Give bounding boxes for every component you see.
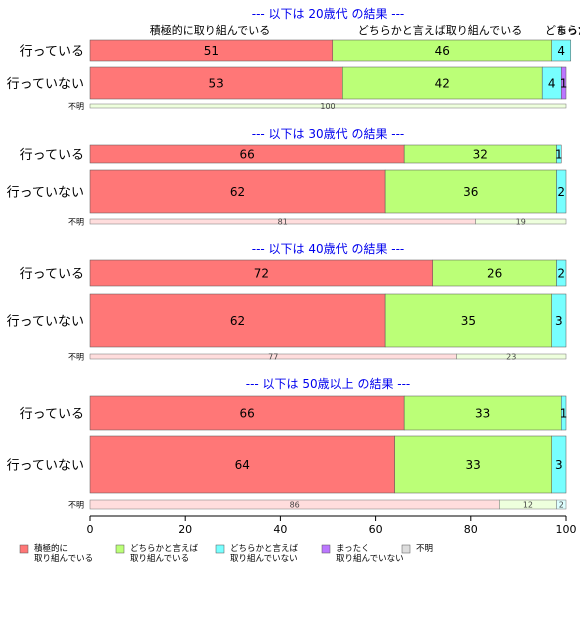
row-label: 行っている [20,267,84,282]
data-label: 3 [555,458,563,472]
unknown-bar-segment [89,103,567,109]
data-label: 3 [555,314,563,328]
data-label: 51 [204,44,219,58]
legend-label: 積極的に [34,543,68,554]
bar-segment [560,395,567,431]
data-label: 62 [230,185,245,199]
row-label: 行っていない [7,315,84,330]
panel-title: --- 以下は 40歳代 の結果 --- [252,242,405,256]
data-label: 2 [557,185,565,199]
legend-label: 取り組んでいる [130,553,189,564]
bar-segment [556,144,562,164]
unknown-bar-segment [556,499,567,510]
row-label: 行っていない [7,459,84,474]
unknown-data-label: 2 [559,501,564,510]
unknown-bar-segment [475,218,567,225]
bar-segment [89,169,386,214]
unknown-row-label: 不明 [68,501,84,510]
unknown-data-label: 100 [320,102,335,111]
data-label: 53 [208,77,223,91]
unknown-row-label: 不明 [68,102,84,111]
bar-segment [89,293,386,348]
legend-swatch [321,544,331,554]
legend-label: まったく [336,544,370,554]
row-label: 行っていない [7,186,84,201]
row-label: 行っている [20,407,84,422]
legend-label: どちらかと言えば [130,543,199,554]
x-tick-label: 60 [369,523,383,536]
x-tick-label: 0 [87,523,94,536]
bar-segment [551,39,572,62]
x-tick-label: 20 [178,523,192,536]
row-label: 行っている [20,45,84,60]
data-label: 33 [475,407,490,421]
data-label: 2 [557,267,565,281]
legend-swatch [401,544,411,554]
data-label: 33 [466,458,481,472]
data-label: 32 [473,148,488,162]
bar-segment [551,435,567,494]
bar-segment [551,293,567,348]
data-label: 1 [560,407,568,421]
data-label: 36 [463,185,478,199]
unknown-data-label: 12 [523,501,533,510]
unknown-data-label: 77 [268,353,278,362]
unknown-data-label: 23 [506,353,516,362]
bar-segment [556,259,567,287]
data-label: 4 [548,77,556,91]
unknown-bar-segment [456,353,567,360]
data-label: 1 [560,77,568,91]
panel-title: --- 以下は 30歳代 の結果 --- [252,127,405,141]
legend-label: どちらかと言えば [230,543,299,554]
row-label: 行っている [20,148,84,163]
top-category-label: 積極的に取り組んでいる [150,23,270,37]
bar-segment [89,435,395,494]
bar-segment [394,435,552,494]
data-label: 42 [435,77,450,91]
unknown-data-label: 19 [516,218,526,227]
legend-label: 取り組んでいない [336,553,404,564]
data-label: 4 [557,44,565,58]
data-label: 72 [254,267,269,281]
data-label: 26 [487,267,502,281]
x-tick-label: 80 [464,523,478,536]
legend-label: 取り組んでいない [230,553,298,564]
x-tick-label: 40 [273,523,287,536]
data-label: 1 [555,148,563,162]
data-label: 64 [235,458,250,472]
bar-segment [432,259,557,287]
bar-segment [384,293,552,348]
bar-segment [403,395,562,431]
bar-segment [384,169,557,214]
bar-segment [556,169,567,214]
bar-segment [560,66,567,100]
legend-label: 不明 [416,544,433,554]
data-label: 66 [239,407,254,421]
data-label: 62 [230,314,245,328]
unknown-data-label: 86 [290,501,300,510]
panel-title: --- 以下は 50歳以上 の結果 --- [246,377,411,391]
top-category-label: どちらかと言えば取り組んでいる [358,24,522,37]
bar-segment [89,395,405,431]
bar-segment [89,66,343,100]
data-label: 35 [461,314,476,328]
bar-segment [342,66,543,100]
legend-label: 取り組んでいる [34,553,93,564]
data-label: 66 [239,148,254,162]
unknown-row-label: 不明 [68,218,84,227]
panel-title: --- 以下は 20歳代 の結果 --- [252,7,405,21]
legend-swatch [19,544,29,554]
unknown-data-label: 81 [278,218,288,227]
data-label: 46 [435,44,450,58]
legend-swatch [215,544,225,554]
unknown-row-label: 不明 [68,353,84,362]
row-label: 行っていない [7,77,84,92]
legend-swatch [115,544,125,554]
x-tick-label: 100 [556,523,577,536]
